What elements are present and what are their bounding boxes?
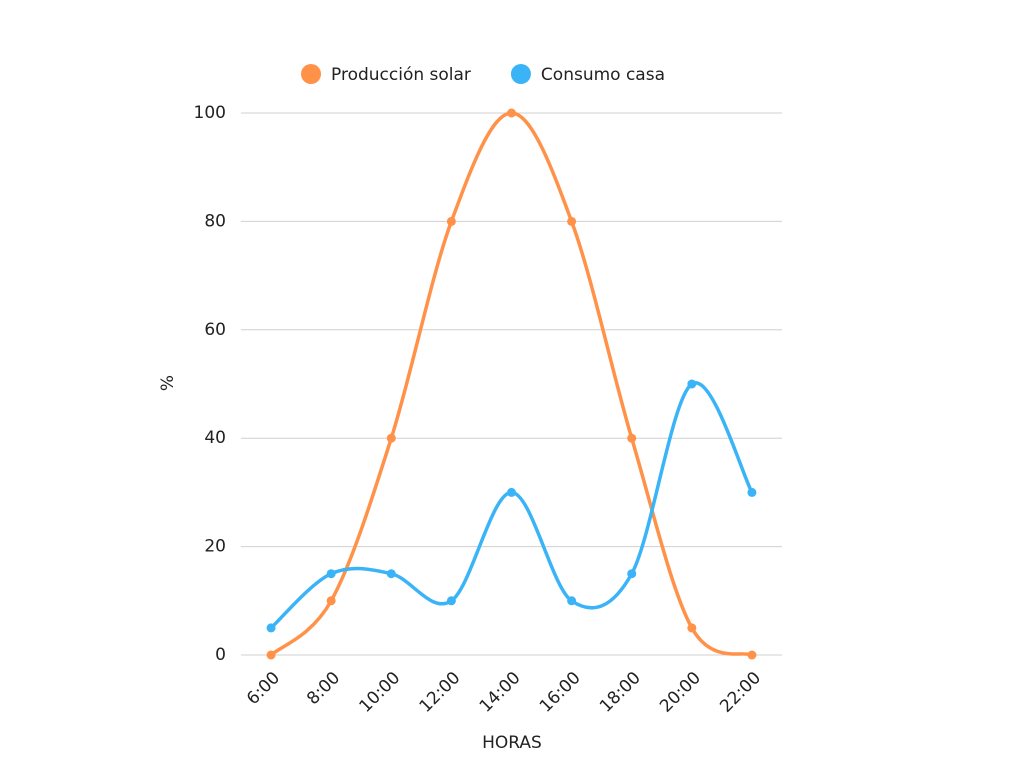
data-point [446, 596, 456, 606]
series-line [269, 381, 754, 630]
data-point [266, 650, 276, 660]
data-point [446, 216, 456, 226]
legend-label: Producción solar [331, 65, 471, 85]
legend-label: Consumo casa [541, 65, 665, 85]
y-tick-label: 60 [204, 320, 226, 340]
y-tick-label: 100 [194, 103, 226, 123]
data-point [326, 569, 336, 579]
data-point [687, 623, 697, 633]
data-point [266, 623, 276, 633]
legend-marker [301, 64, 321, 84]
data-point [507, 487, 516, 497]
data-point [747, 650, 757, 660]
data-point [627, 569, 637, 579]
x-tick-label: 18:00 [596, 668, 645, 717]
x-tick-label: 6:00 [243, 668, 284, 709]
data-point [567, 216, 577, 226]
x-tick-label: 10:00 [356, 668, 405, 717]
y-axis-label: % [158, 375, 178, 391]
x-tick-label: 8:00 [303, 668, 344, 709]
data-point [326, 596, 336, 606]
data-point [747, 487, 757, 497]
legend-marker [510, 64, 531, 84]
y-tick-label: 80 [204, 211, 226, 231]
x-axis-label: HORAS [482, 733, 542, 753]
series-line [269, 111, 753, 657]
data-point [386, 433, 396, 443]
x-tick-label: 12:00 [416, 668, 465, 717]
data-point [507, 108, 516, 118]
x-tick-label: 20:00 [656, 668, 705, 717]
x-tick-label: 16:00 [536, 668, 585, 717]
y-tick-label: 20 [204, 537, 226, 557]
x-tick-label: 22:00 [716, 668, 765, 717]
data-point [627, 433, 637, 443]
y-tick-label: 0 [215, 645, 226, 665]
data-point [687, 379, 697, 389]
data-point [567, 596, 577, 606]
x-tick-label: 14:00 [476, 668, 525, 717]
data-point [386, 569, 396, 579]
y-tick-label: 40 [204, 428, 226, 448]
